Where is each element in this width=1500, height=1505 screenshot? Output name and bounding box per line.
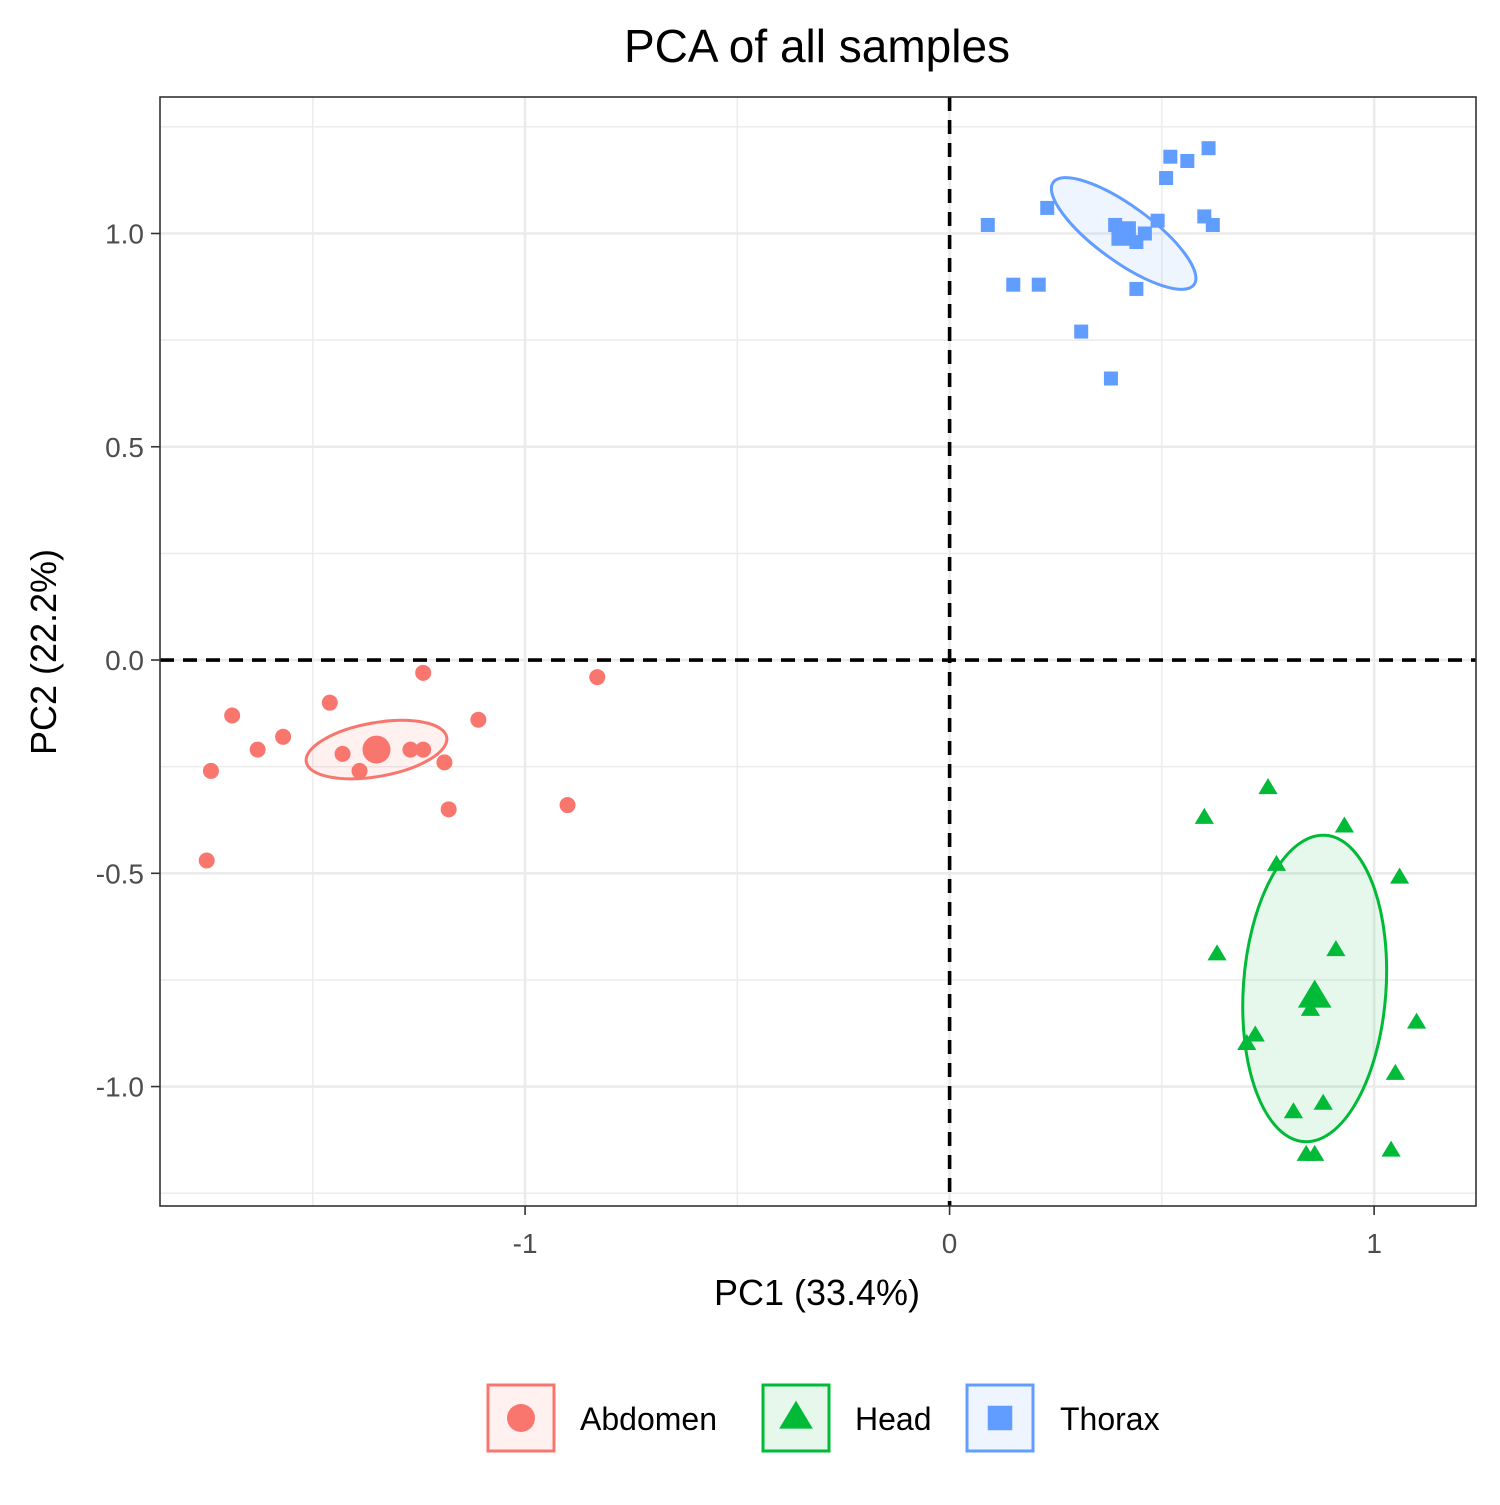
y-tick-label: -0.5 (96, 858, 144, 889)
legend-label-abdomen: Abdomen (580, 1401, 717, 1437)
abdomen-point (202, 762, 219, 779)
abdomen-point (440, 801, 457, 818)
legend-label-head: Head (855, 1401, 932, 1437)
abdomen-point (559, 797, 576, 814)
legend: Abdomen Head Thorax (486, 1383, 1160, 1453)
thorax-point (1150, 213, 1165, 228)
y-axis-title: PC2 (22.2%) (23, 549, 64, 755)
x-tick-label: 0 (942, 1228, 958, 1259)
thorax-point (1163, 149, 1178, 164)
chart-title: PCA of all samples (624, 20, 1010, 72)
abdomen-point (275, 728, 292, 745)
minor-gridlines (160, 97, 1476, 1206)
head-point (1258, 778, 1278, 795)
head-point (1245, 1025, 1265, 1042)
thorax-point (1180, 153, 1195, 168)
reference-lines (160, 97, 1476, 1206)
legend-item-head: Head (761, 1383, 932, 1453)
x-tick-label: -1 (513, 1228, 538, 1259)
head-point (1305, 1144, 1325, 1161)
head-point (1266, 854, 1287, 871)
thorax-centroid-point (1111, 221, 1136, 246)
head-centroid-point (1297, 979, 1332, 1008)
head-point (1326, 940, 1346, 957)
thorax-point (1103, 371, 1118, 386)
legend-label-thorax: Thorax (1060, 1401, 1160, 1437)
panel-background (160, 97, 1476, 1206)
plot-area (159, 96, 1477, 1207)
abdomen-point (589, 669, 606, 686)
x-axis-title: PC1 (33.4%) (714, 1272, 920, 1313)
thorax-point (1129, 281, 1144, 296)
abdomen-point (470, 711, 487, 728)
abdomen-point (249, 741, 266, 758)
abdomen-point (334, 745, 351, 762)
legend-symbol-head (779, 1400, 813, 1429)
legend-item-thorax: Thorax (965, 1383, 1160, 1453)
abdomen-point (198, 852, 215, 869)
y-tick-label: 0.0 (105, 645, 144, 676)
legend-item-abdomen: Abdomen (486, 1383, 717, 1453)
thorax-point (1201, 141, 1216, 156)
panel-border (159, 96, 1477, 1207)
head-point (1207, 944, 1227, 961)
group-centroids (362, 221, 1332, 1008)
y-axis: -1.0 -0.5 0.0 0.5 1.0 (96, 218, 160, 1103)
abdomen-point (415, 741, 432, 758)
thorax-point (1205, 217, 1220, 232)
abdomen-point (415, 664, 432, 681)
thorax-point (1074, 324, 1089, 339)
thorax-point (1006, 277, 1021, 292)
thorax-point (1137, 226, 1152, 241)
y-tick-label: 1.0 (105, 218, 144, 249)
legend-symbol-abdomen (507, 1404, 535, 1432)
y-tick-label: -1.0 (96, 1072, 144, 1103)
thorax-point (1040, 200, 1055, 215)
abdomen-point (402, 741, 419, 758)
head-point (1237, 1033, 1257, 1050)
thorax-point (1159, 171, 1174, 186)
abdomen-point (224, 707, 241, 724)
head-point (1334, 816, 1354, 833)
head-point (1389, 867, 1410, 884)
head-point (1406, 1012, 1427, 1029)
abdomen-point (321, 694, 338, 711)
abdomen-point (436, 754, 453, 771)
abdomen-point (351, 762, 368, 779)
head-point (1300, 999, 1321, 1016)
thorax-point (980, 217, 995, 232)
thorax-point (1031, 277, 1046, 292)
head-point (1385, 1063, 1405, 1080)
head-point (1313, 1093, 1333, 1110)
head-point (1194, 807, 1214, 824)
legend-symbol-thorax (987, 1405, 1013, 1431)
head-point (1283, 1102, 1304, 1119)
head-point (1381, 1140, 1401, 1157)
x-axis: -1 0 1 (513, 1206, 1382, 1259)
y-tick-label: 0.5 (105, 432, 144, 463)
x-tick-label: 1 (1366, 1228, 1382, 1259)
abdomen-centroid-point (362, 735, 391, 764)
